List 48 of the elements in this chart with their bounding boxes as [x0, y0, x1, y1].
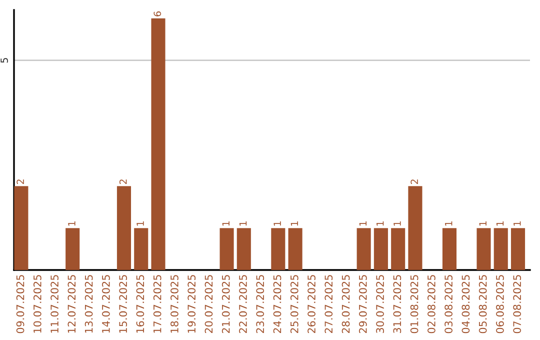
- x-tick-label: 21.07.2025: [222, 275, 230, 334]
- data-label: 1: [222, 221, 230, 226]
- data-label: 1: [240, 221, 247, 226]
- data-label: 1: [376, 221, 384, 226]
- x-tick-label: 22.07.2025: [239, 275, 247, 334]
- data-label: 1: [394, 221, 401, 226]
- x-tick-label: 04.08.2025: [462, 275, 470, 334]
- x-tick-label: 25.07.2025: [290, 275, 298, 334]
- data-label: 1: [290, 221, 298, 226]
- x-tick-label: 27.07.2025: [324, 275, 333, 334]
- data-label: 1: [496, 221, 504, 226]
- x-tick-label: 09.07.2025: [16, 275, 24, 334]
- y-tick-label: 5: [0, 58, 8, 63]
- x-tick-label: 10.07.2025: [33, 275, 42, 333]
- x-tick-label: 17.07.2025: [153, 275, 162, 333]
- x-tick-label: 28.07.2025: [342, 275, 350, 334]
- x-tick-label: 13.07.2025: [84, 275, 93, 333]
- x-tick-label: 03.08.2025: [444, 275, 453, 334]
- x-tick-label: 18.07.2025: [170, 275, 178, 333]
- x-tick-label: 15.07.2025: [119, 275, 128, 333]
- x-tick-label: 14.07.2025: [102, 275, 110, 333]
- x-tick-label: 31.07.2025: [393, 275, 402, 334]
- data-label: 2: [119, 180, 127, 184]
- x-tick-label: 02.08.2025: [427, 275, 436, 334]
- x-tick-label: 19.07.2025: [188, 275, 196, 333]
- x-tick-label: 30.07.2025: [376, 275, 384, 334]
- data-label: 6: [154, 11, 162, 16]
- data-label: 1: [68, 221, 76, 226]
- x-tick-label: 07.08.2025: [513, 275, 522, 334]
- x-tick-label: 24.07.2025: [273, 275, 282, 334]
- x-tick-label: 11.07.2025: [50, 275, 58, 333]
- x-tick-label: 20.07.2025: [204, 275, 213, 334]
- x-tick-label: 26.07.2025: [308, 275, 316, 334]
- data-label: 1: [359, 221, 367, 226]
- data-label: 2: [410, 180, 418, 184]
- data-label: 1: [274, 221, 281, 226]
- data-label: 2: [16, 180, 24, 184]
- x-tick-label: 05.08.2025: [478, 275, 487, 334]
- x-tick-label: 23.07.2025: [256, 275, 264, 334]
- x-tick-label: 12.07.2025: [68, 275, 76, 333]
- data-label: 1: [445, 221, 452, 226]
- x-tick-label: 16.07.2025: [136, 275, 144, 333]
- data-label: 1: [479, 221, 486, 226]
- data-label: 1: [514, 221, 521, 226]
- data-label: 1: [136, 221, 144, 226]
- x-tick-label: 01.08.2025: [410, 275, 418, 334]
- x-tick-label: 06.08.2025: [496, 275, 504, 334]
- x-tick-label: 29.07.2025: [358, 275, 367, 334]
